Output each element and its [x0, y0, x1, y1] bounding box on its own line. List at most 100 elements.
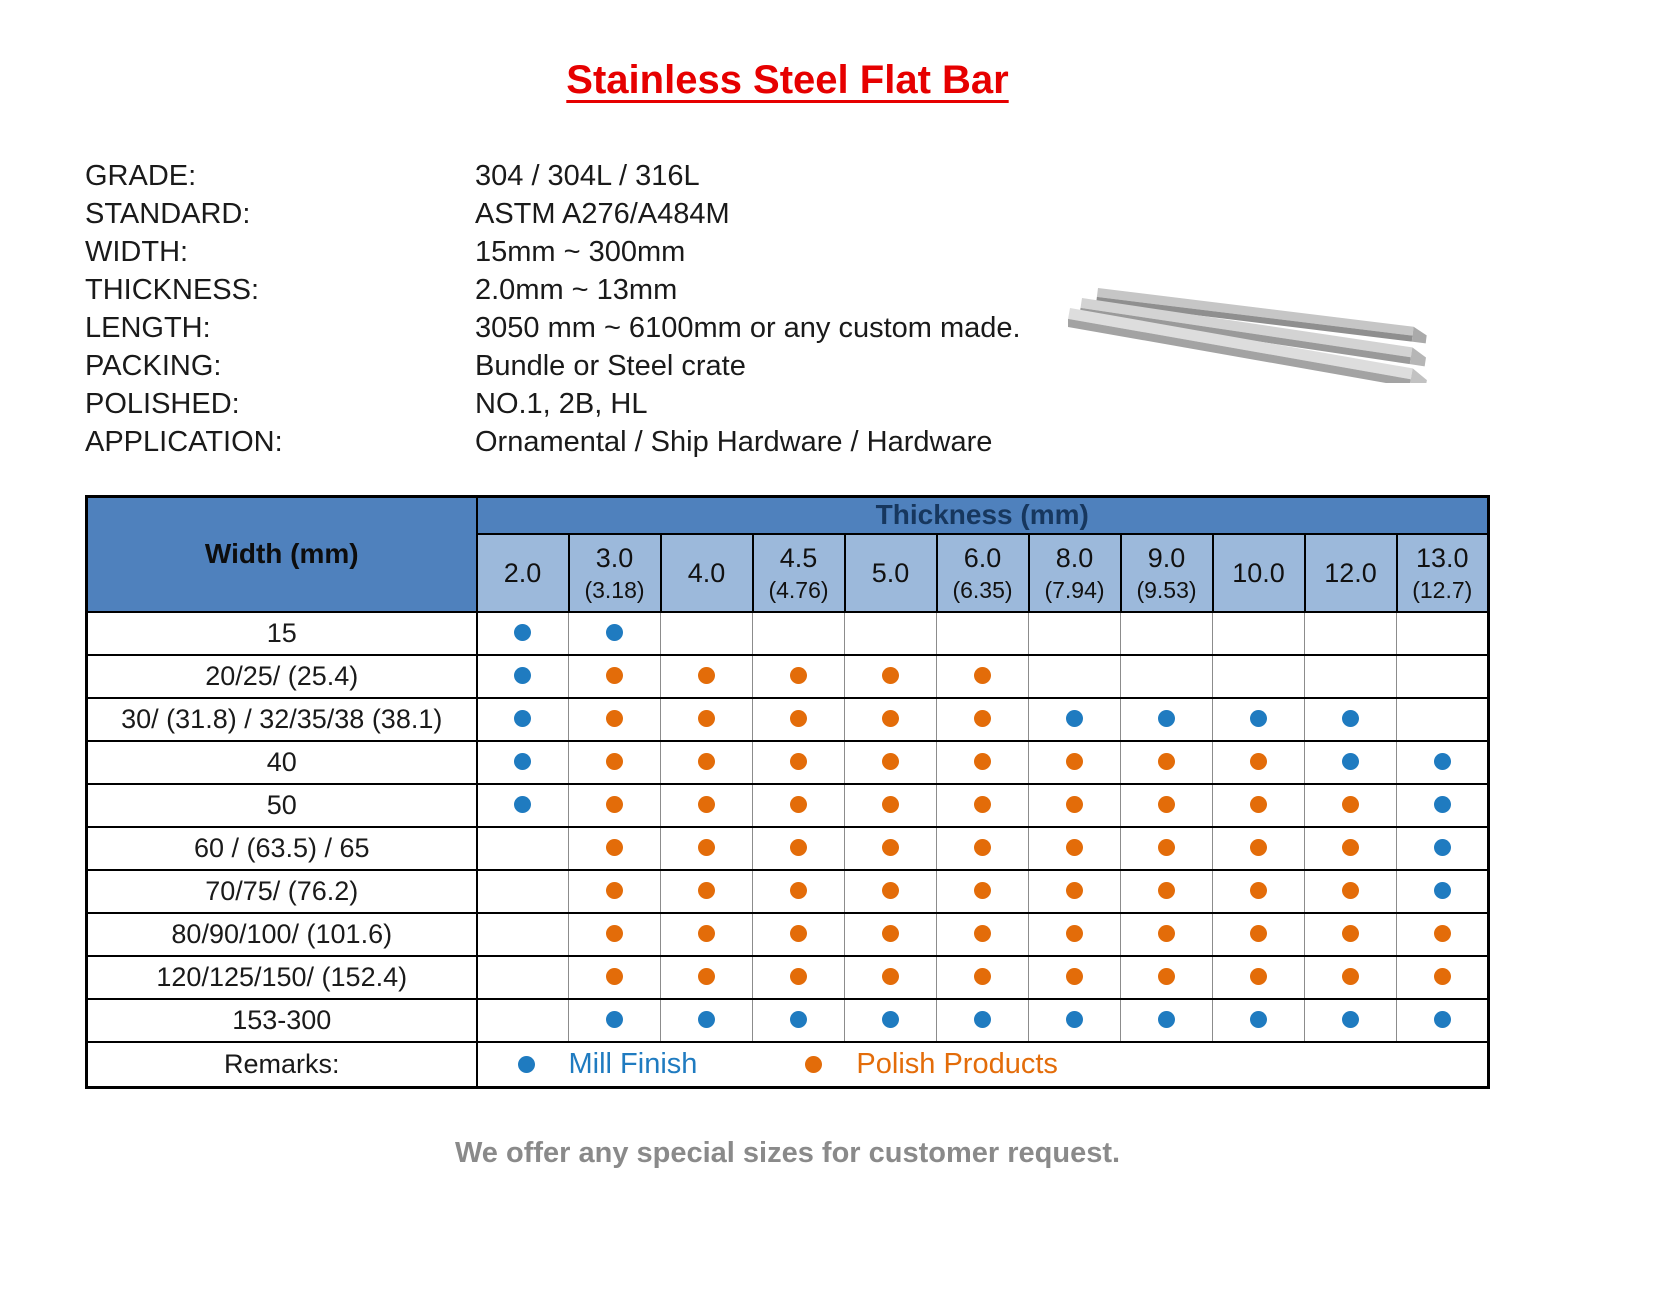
- empty-cell: [476, 825, 569, 871]
- thickness-value: 6.0: [963, 542, 1002, 573]
- empty-cell: [1396, 610, 1489, 656]
- empty-cell: [476, 997, 569, 1043]
- thickness-sub-value: (7.94): [1044, 576, 1105, 603]
- orange-dot: [1250, 753, 1267, 771]
- orange-dot-cell: [936, 868, 1029, 914]
- orange-dot: [1158, 839, 1175, 857]
- blue-dot-cell: [476, 782, 569, 828]
- blue-dot-cell: [936, 997, 1029, 1043]
- orange-dot-cell: [844, 868, 937, 914]
- orange-dot: [974, 882, 991, 900]
- empty-cell: [936, 610, 1029, 656]
- orange-dot: [1066, 925, 1083, 943]
- thickness-value: 4.5: [779, 542, 818, 573]
- legend-item: Polish Products: [805, 1048, 1058, 1081]
- thickness-header: Thickness (mm): [475, 495, 1490, 535]
- orange-dot-cell: [1120, 739, 1213, 785]
- orange-dot-cell: [844, 782, 937, 828]
- spec-row: WIDTH: 15mm ~ 300mm: [85, 233, 1490, 271]
- orange-dot-cell: [1212, 868, 1305, 914]
- orange-dot-cell: [568, 696, 661, 742]
- orange-dot: [698, 839, 715, 857]
- empty-cell: [1028, 653, 1121, 699]
- thickness-col-10.0: 10.0: [1211, 532, 1306, 613]
- thickness-sub-value: (3.18): [584, 576, 645, 603]
- orange-dot-cell: [936, 739, 1029, 785]
- table-row: 30/ (31.8) / 32/35/38 (38.1): [85, 696, 1489, 742]
- orange-dot-cell: [936, 825, 1029, 871]
- blue-dot-cell: [1028, 696, 1121, 742]
- orange-dot: [790, 839, 807, 857]
- orange-dot: [1250, 968, 1267, 986]
- thickness-sub-value: (12.7): [1412, 576, 1473, 603]
- thickness-value: 13.0: [1415, 542, 1469, 573]
- orange-dot: [1250, 925, 1267, 943]
- table-row: 20/25/ (25.4): [85, 653, 1489, 699]
- orange-dot-cell: [1120, 868, 1213, 914]
- empty-cell: [1212, 653, 1305, 699]
- orange-dot: [1342, 925, 1359, 943]
- blue-dot-cell: [1396, 825, 1489, 871]
- orange-dot-cell: [1304, 868, 1397, 914]
- orange-dot: [805, 1055, 823, 1073]
- orange-dot: [1433, 925, 1451, 943]
- thickness-value: 3.0: [595, 542, 634, 573]
- orange-dot-cell: [1120, 911, 1213, 957]
- blue-dot: [1158, 710, 1175, 728]
- width-label: 30/ (31.8) / 32/35/38 (38.1): [85, 696, 478, 742]
- orange-dot-cell: [1212, 911, 1305, 957]
- footer-note: We offer any special sizes for customer …: [454, 1137, 1121, 1169]
- orange-dot-cell: [752, 868, 845, 914]
- orange-dot-cell: [1304, 954, 1397, 1000]
- orange-dot-cell: [936, 696, 1029, 742]
- spec-value: NO.1, 2B, HL: [475, 387, 648, 420]
- orange-dot: [1158, 882, 1175, 900]
- spec-list: GRADE: 304 / 304L / 316L STANDARD: ASTM A27…: [85, 157, 1490, 461]
- orange-dot: [1158, 925, 1175, 943]
- blue-dot-cell: [660, 997, 753, 1043]
- spec-value: Ornamental / Ship Hardware / Hardware: [475, 425, 993, 458]
- orange-dot: [882, 667, 899, 685]
- thickness-col-6.0: 6.0 (6.35): [935, 532, 1030, 613]
- blue-dot: [1342, 753, 1359, 771]
- blue-dot: [974, 1011, 991, 1029]
- blue-dot-cell: [1212, 696, 1305, 742]
- spec-label: LENGTH:: [85, 311, 211, 344]
- blue-dot: [1158, 1011, 1175, 1029]
- orange-dot: [1066, 882, 1083, 900]
- blue-dot: [1066, 710, 1083, 728]
- orange-dot-cell: [1396, 911, 1489, 957]
- orange-dot-cell: [752, 696, 845, 742]
- blue-dot: [790, 1011, 807, 1029]
- orange-dot-cell: [1028, 825, 1121, 871]
- orange-dot-cell: [936, 911, 1029, 957]
- blue-dot-cell: [1212, 997, 1305, 1043]
- blue-dot: [514, 753, 532, 771]
- blue-dot: [606, 624, 623, 642]
- table-row: 40: [85, 739, 1489, 785]
- orange-dot-cell: [568, 868, 661, 914]
- orange-dot: [882, 925, 899, 943]
- orange-dot-cell: [1120, 782, 1213, 828]
- orange-dot-cell: [660, 782, 753, 828]
- orange-dot: [974, 839, 991, 857]
- orange-dot-cell: [1304, 911, 1397, 957]
- table-header: Width (mm) Thickness (mm) 2.0 3.0 (3.18) 4.0 4…: [85, 495, 1490, 613]
- blue-dot: [1433, 1011, 1451, 1029]
- blue-dot-cell: [568, 610, 661, 656]
- empty-cell: [1396, 653, 1489, 699]
- orange-dot-cell: [660, 911, 753, 957]
- orange-dot: [1066, 839, 1083, 857]
- width-label: 15: [85, 610, 478, 656]
- empty-cell: [1120, 653, 1213, 699]
- orange-dot: [1342, 839, 1359, 857]
- table-body: 15 20/25/ (25.4) 30/ (31.8) / 32/35/38 (38…: [85, 610, 1490, 1089]
- legend-text: Mill Finish: [568, 1047, 698, 1080]
- width-label: 50: [85, 782, 478, 828]
- blue-dot: [1433, 882, 1451, 900]
- blue-dot: [882, 1011, 899, 1029]
- legend-cell: Mill Finish Polish Products: [475, 1040, 1490, 1089]
- orange-dot-cell: [660, 954, 753, 1000]
- orange-dot-cell: [660, 653, 753, 699]
